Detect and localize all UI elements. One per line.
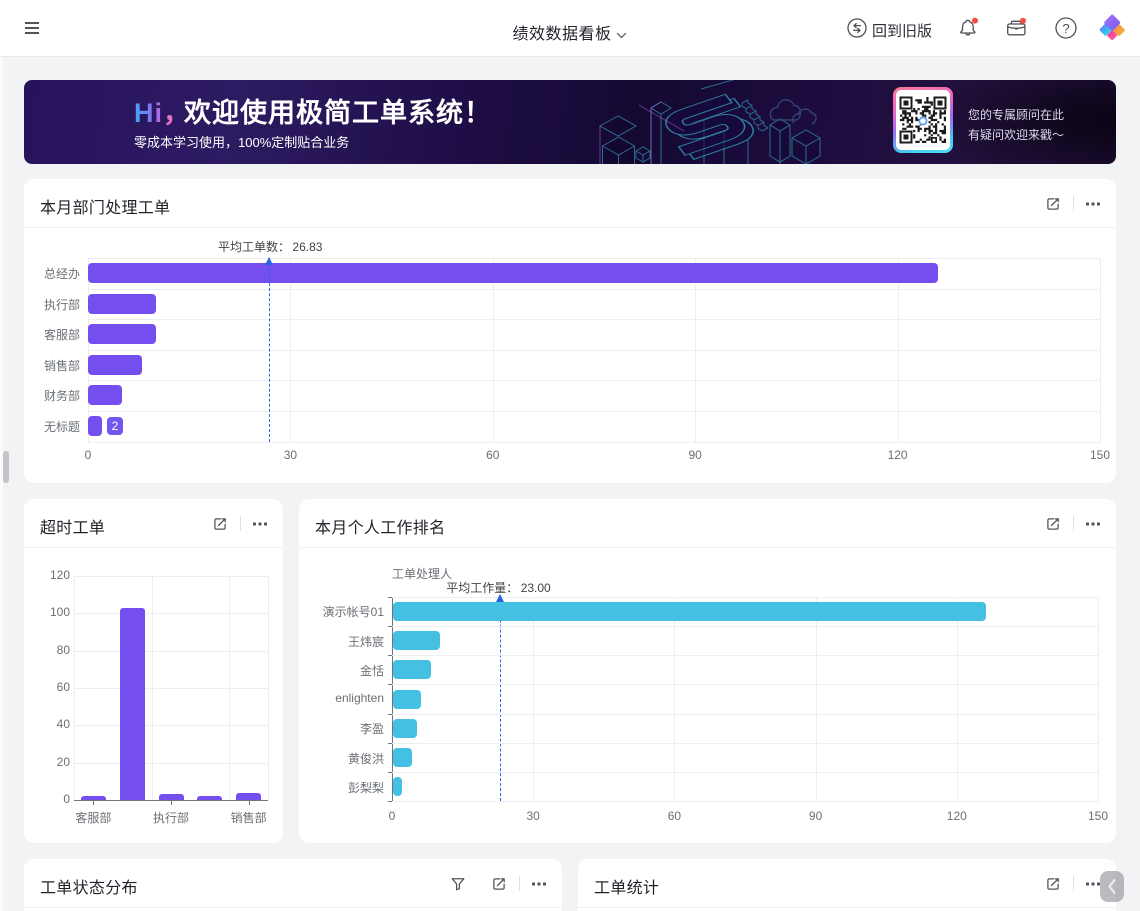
svg-text:?: ? — [1062, 21, 1069, 36]
